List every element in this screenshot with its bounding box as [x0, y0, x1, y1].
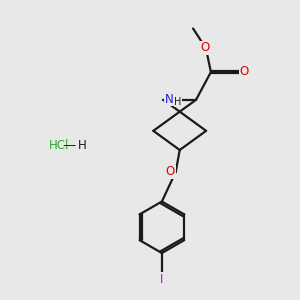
- Text: O: O: [166, 165, 175, 178]
- Text: H: H: [78, 139, 87, 152]
- Text: O: O: [240, 65, 249, 78]
- Text: H: H: [174, 97, 182, 107]
- Text: HCl: HCl: [49, 139, 69, 152]
- Text: —: —: [62, 139, 75, 152]
- Text: N: N: [164, 93, 173, 106]
- Text: I: I: [160, 273, 164, 286]
- Text: O: O: [200, 41, 210, 54]
